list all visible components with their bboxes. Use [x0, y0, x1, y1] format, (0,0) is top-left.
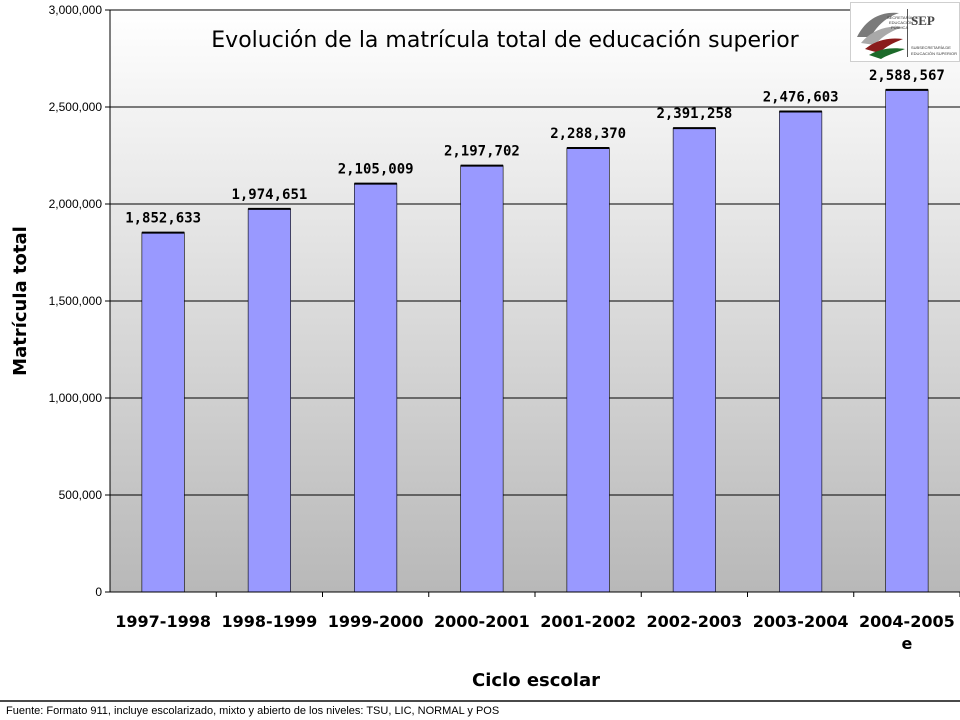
- x-tick-label: 2001-2002: [540, 612, 636, 631]
- data-label: 2,588,567: [869, 68, 945, 84]
- footer: Fuente: Formato 911, incluye escolarizad…: [0, 700, 960, 720]
- data-label: 2,197,702: [444, 144, 520, 160]
- logo-text-5: SUBSECRETARÍA DE: [911, 45, 951, 50]
- bar: [247, 208, 291, 593]
- bar: [672, 127, 716, 593]
- bar-chart: 0 500,000 1,000,000 1,500,000 2,000,000 2,500…: [10, 3, 960, 691]
- y-tick-label: 0: [95, 585, 102, 599]
- y-tick-label: 2,000,000: [49, 197, 103, 211]
- logo-text-3: PÚBLICA: [891, 25, 909, 30]
- y-axis-title: Matrícula total: [10, 226, 31, 376]
- x-tick-label: 2002-2003: [647, 612, 743, 631]
- bar: [460, 165, 504, 593]
- data-label: 2,105,009: [338, 162, 414, 178]
- x-axis-title: Ciclo escolar: [472, 670, 600, 691]
- x-tick-label: 1997-1998: [115, 612, 211, 631]
- data-label: 1,974,651: [231, 187, 307, 203]
- x-tick-label: 1998-1999: [222, 612, 318, 631]
- x-tick-label: 2000-2001: [434, 612, 530, 631]
- y-tick-label: 1,000,000: [49, 391, 103, 405]
- x-tick-label: 2003-2004: [753, 612, 849, 631]
- data-label: 2,391,258: [656, 106, 732, 122]
- data-label: 2,476,603: [763, 90, 839, 106]
- logo-sep: SEP: [911, 13, 935, 28]
- y-tick-labels: 0 500,000 1,000,000 1,500,000 2,000,000 2,500…: [49, 3, 110, 599]
- source-note: Fuente: Formato 911, incluye escolarizad…: [6, 705, 500, 717]
- x-tick-label: 2004-2005: [859, 612, 955, 631]
- x-tick-label: e: [901, 634, 912, 653]
- data-label: 2,288,370: [550, 126, 626, 142]
- bar: [354, 183, 398, 593]
- bars: [141, 88, 929, 593]
- logo-text-6: EDUCACIÓN SUPERIOR: [911, 51, 958, 56]
- eagle-emblem-icon: [857, 12, 905, 59]
- y-tick-label: 500,000: [59, 488, 103, 502]
- logo-text-2: EDUCACIÓN: [889, 20, 914, 25]
- data-labels: 1,852,633 1,974,651 2,105,009 2,197,702 2,28…: [125, 68, 945, 227]
- bar: [141, 232, 185, 593]
- y-tick-label: 2,500,000: [49, 100, 103, 114]
- x-tick-labels: 1997-1998 1998-1999 1999-2000 2000-2001 2001…: [115, 592, 960, 653]
- bar: [885, 89, 929, 593]
- logo-text-1: SECRETARÍA DE: [887, 15, 919, 20]
- data-label: 1,852,633: [125, 211, 201, 227]
- y-tick-label: 1,500,000: [49, 294, 103, 308]
- bar: [566, 147, 610, 593]
- chart-title: Evolución de la matrícula total de educa…: [211, 28, 799, 53]
- sep-logo: SECRETARÍA DE EDUCACIÓN PÚBLICA SEP SUBS…: [850, 2, 960, 62]
- bar: [779, 111, 823, 593]
- x-tick-label: 1999-2000: [328, 612, 424, 631]
- y-tick-label: 3,000,000: [49, 3, 103, 17]
